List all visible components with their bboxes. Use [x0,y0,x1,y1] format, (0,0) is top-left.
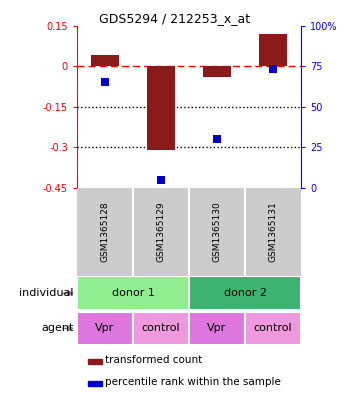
Bar [91,55,119,66]
Text: agent: agent [41,323,74,334]
Point [158,176,164,183]
Bar [245,312,301,345]
Text: transformed count: transformed count [105,355,202,365]
Text: GSM1365128: GSM1365128 [100,202,110,262]
Text: individual: individual [19,288,74,298]
Bar [259,34,287,66]
Text: donor 1: donor 1 [112,288,154,298]
Point [102,79,108,85]
Text: Vpr: Vpr [207,323,227,334]
Bar [77,276,189,310]
Text: GSM1365131: GSM1365131 [268,201,278,262]
Text: donor 2: donor 2 [224,288,266,298]
Text: Vpr: Vpr [95,323,115,334]
Bar [147,66,175,150]
Text: control: control [142,323,180,334]
Point [214,136,220,142]
Bar [189,312,245,345]
Text: GSM1365129: GSM1365129 [156,202,166,262]
Text: GDS5294 / 212253_x_at: GDS5294 / 212253_x_at [99,12,251,25]
Bar [88,360,102,364]
Point [270,66,276,72]
Bar [88,381,102,386]
Text: GSM1365130: GSM1365130 [212,201,222,262]
Bar [203,66,231,77]
Bar [189,276,301,310]
Text: control: control [254,323,292,334]
Bar [77,312,133,345]
Bar [133,312,189,345]
Text: percentile rank within the sample: percentile rank within the sample [105,377,281,387]
